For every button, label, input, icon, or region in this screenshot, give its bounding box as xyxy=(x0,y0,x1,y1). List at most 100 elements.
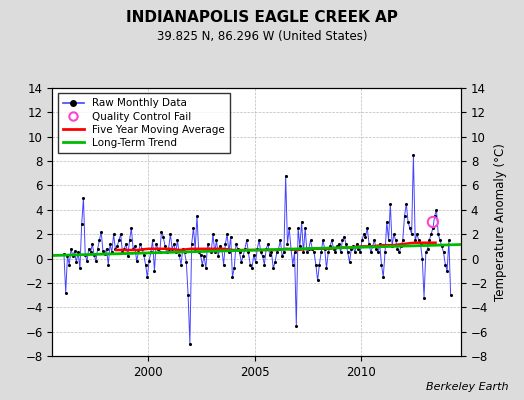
Point xyxy=(285,225,293,231)
Point xyxy=(255,237,263,244)
Point xyxy=(281,172,290,179)
Point xyxy=(406,225,414,231)
Point xyxy=(388,243,396,250)
Point xyxy=(115,237,123,244)
Point xyxy=(67,246,75,252)
Point xyxy=(156,249,164,256)
Point xyxy=(200,253,208,259)
Point xyxy=(377,262,386,268)
Point xyxy=(61,290,70,296)
Point xyxy=(133,258,141,264)
Point xyxy=(97,228,105,235)
Point xyxy=(358,237,366,244)
Point xyxy=(228,274,237,280)
Point xyxy=(173,237,182,244)
Point xyxy=(65,262,73,268)
Point xyxy=(205,246,214,252)
Point xyxy=(120,246,128,252)
Point xyxy=(328,237,336,244)
Point xyxy=(134,249,143,256)
Point xyxy=(214,253,223,259)
Point xyxy=(196,252,205,258)
Point xyxy=(212,237,221,244)
Y-axis label: Temperature Anomaly (°C): Temperature Anomaly (°C) xyxy=(494,143,507,301)
Point xyxy=(379,274,387,280)
Point xyxy=(381,249,389,256)
Point xyxy=(157,228,166,235)
Point xyxy=(308,246,316,252)
Point xyxy=(324,249,332,256)
Point xyxy=(235,249,244,256)
Point xyxy=(416,241,424,247)
Point xyxy=(283,241,292,247)
Point xyxy=(138,246,146,252)
Point xyxy=(287,246,295,252)
Point xyxy=(402,200,410,207)
Point xyxy=(207,249,215,256)
Point xyxy=(113,243,122,250)
Point xyxy=(322,265,331,272)
Point xyxy=(78,221,86,228)
Point xyxy=(189,225,198,231)
Point xyxy=(179,246,187,252)
Point xyxy=(161,243,169,250)
Point xyxy=(60,250,68,257)
Point xyxy=(307,237,315,244)
Point xyxy=(168,246,177,252)
Point xyxy=(383,219,391,225)
Point xyxy=(431,213,439,219)
Point xyxy=(101,250,109,257)
Point xyxy=(159,234,168,240)
Point xyxy=(223,231,231,237)
Point xyxy=(148,237,157,244)
Point xyxy=(243,237,251,244)
Point xyxy=(276,237,285,244)
Point xyxy=(339,237,347,244)
Point xyxy=(264,241,272,247)
Point xyxy=(74,249,82,256)
Point xyxy=(303,249,311,256)
Point xyxy=(116,231,125,237)
Point xyxy=(237,259,246,266)
Point xyxy=(411,237,419,244)
Point xyxy=(429,219,437,225)
Point xyxy=(432,207,441,213)
Point xyxy=(124,253,132,259)
Legend: Raw Monthly Data, Quality Control Fail, Five Year Moving Average, Long-Term Tren: Raw Monthly Data, Quality Control Fail, … xyxy=(58,93,230,153)
Point xyxy=(413,231,421,237)
Point xyxy=(248,265,256,272)
Point xyxy=(351,249,359,256)
Point xyxy=(319,237,327,244)
Point xyxy=(198,262,206,268)
Point xyxy=(354,246,363,252)
Point xyxy=(275,246,283,252)
Point xyxy=(239,253,247,259)
Point xyxy=(79,194,88,201)
Point xyxy=(376,241,384,247)
Point xyxy=(220,262,228,268)
Point xyxy=(310,249,318,256)
Point xyxy=(317,249,325,256)
Point xyxy=(150,268,159,274)
Point xyxy=(81,252,90,258)
Point xyxy=(414,237,423,244)
Point xyxy=(385,237,393,244)
Point xyxy=(266,252,274,258)
Point xyxy=(370,237,378,244)
Point xyxy=(423,246,432,252)
Point xyxy=(363,225,372,231)
Point xyxy=(95,237,104,244)
Point xyxy=(257,249,265,256)
Point xyxy=(347,246,355,252)
Point xyxy=(69,253,77,259)
Point xyxy=(225,249,233,256)
Point xyxy=(170,241,178,247)
Point xyxy=(246,262,254,268)
Point xyxy=(253,246,261,252)
Point xyxy=(445,237,453,244)
Point xyxy=(368,243,377,250)
Point xyxy=(362,234,370,240)
Point xyxy=(72,259,81,266)
Point xyxy=(191,246,200,252)
Point xyxy=(290,249,299,256)
